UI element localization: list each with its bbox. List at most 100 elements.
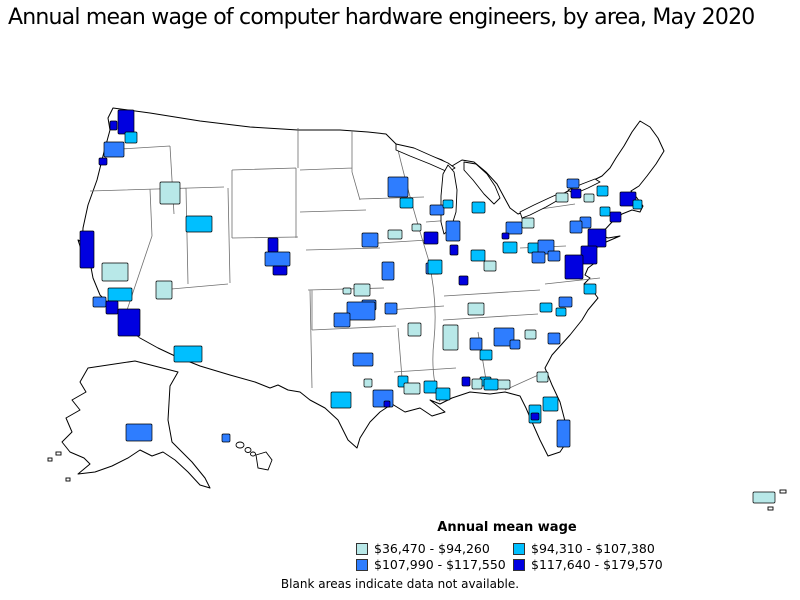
wage-area-patch [272, 265, 288, 276]
wage-area-patch [531, 251, 546, 264]
wage-area-patch [524, 329, 537, 340]
wage-area-patch [105, 300, 119, 315]
wage-area-patch [501, 232, 510, 240]
wage-area-patch [117, 109, 135, 135]
wage-area-patch [547, 250, 561, 262]
wage-area-patch [101, 262, 129, 282]
wage-area-patch [449, 244, 459, 256]
wage-area-patch [469, 337, 483, 351]
wage-area-patches [79, 109, 776, 504]
wage-area-patch [125, 423, 153, 442]
wage-area-patch [555, 307, 567, 317]
wage-area-patch [387, 229, 403, 240]
wage-area-patch [542, 396, 559, 412]
wage-area-patch [471, 378, 483, 390]
wage-area-patch [79, 230, 95, 269]
wage-area-patch [353, 283, 371, 297]
wage-area-patch [752, 491, 776, 504]
mississippi-river-line [397, 149, 441, 403]
wage-area-patch [159, 181, 181, 205]
wage-area-patch [632, 199, 643, 210]
wage-area-patch [403, 382, 421, 395]
wage-area-patch [493, 327, 515, 347]
wage-area-patch [564, 254, 584, 280]
wage-area-patch [107, 287, 133, 302]
lower48-outline [77, 107, 665, 457]
wage-area-patch [509, 339, 521, 350]
wage-area-patch [596, 185, 609, 197]
wage-area-patch [185, 215, 213, 233]
wage-area-patch [555, 192, 569, 203]
wage-area-patch [580, 245, 598, 265]
wage-area-patch [470, 249, 486, 262]
legend-swatch-class2 [513, 542, 525, 555]
wage-area-patch [483, 260, 497, 272]
wage-area-patch [407, 322, 422, 337]
wage-area-patch [461, 376, 471, 387]
wage-area-patch [384, 302, 398, 315]
wage-area-patch [539, 302, 553, 313]
puerto-rico-and-islands [767, 489, 787, 511]
wage-area-patch [423, 380, 438, 394]
wage-area-patch [109, 120, 118, 131]
aleutian-islet [65, 477, 71, 482]
aleutian-islet [47, 457, 53, 462]
legend-item-class4: $117,640 - $179,570 [513, 557, 663, 572]
wage-area-patch [587, 228, 607, 248]
wage-area-patch [346, 301, 376, 321]
wage-area-patch [361, 232, 379, 248]
wage-area-patch [267, 237, 279, 253]
wage-area-patch [530, 412, 540, 421]
wage-area-patch [381, 261, 395, 281]
wage-area-patch [155, 280, 173, 300]
page-title: Annual mean wage of computer hardware en… [8, 5, 755, 30]
wage-area-patch [619, 191, 637, 207]
wage-area-patch [399, 197, 414, 209]
legend-label-class2: $94,310 - $107,380 [531, 541, 655, 556]
legend-item-class3: $107,990 - $117,550 [356, 557, 506, 572]
wage-area-patch [98, 157, 108, 166]
legend-swatch-class3 [356, 558, 368, 571]
wage-area-patch [583, 193, 595, 203]
wage-area-patch [383, 400, 391, 408]
wage-area-patch [442, 324, 459, 351]
wage-area-patch [558, 296, 573, 308]
wage-area-patch [556, 419, 571, 448]
lake-huron [463, 161, 501, 205]
wage-area-patch [427, 259, 443, 275]
legend-swatch-class1 [356, 542, 368, 555]
map-footnote: Blank areas indicate data not available. [280, 577, 520, 591]
wage-area-patch [458, 275, 469, 286]
legend-label-class4: $117,640 - $179,570 [531, 557, 663, 572]
legend-label-class3: $107,990 - $117,550 [374, 557, 506, 572]
wage-area-patch [609, 211, 622, 223]
state-boundaries [89, 128, 601, 391]
wage-area-patch [435, 387, 451, 401]
wage-area-patch [352, 352, 374, 367]
wage-area-patch [502, 241, 518, 254]
wage-area-patch [387, 176, 409, 198]
wage-area-patch [536, 371, 549, 383]
wage-area-patch [333, 312, 351, 328]
wage-area-patch [221, 433, 231, 443]
wage-area-patch [537, 239, 555, 255]
hawaii-islands [235, 441, 273, 471]
wage-area-patch [429, 204, 445, 216]
wage-area-patch [566, 178, 580, 189]
wage-area-patch [442, 199, 454, 209]
wage-area-patch [570, 188, 582, 199]
wage-area-patch [471, 201, 486, 214]
wage-area-patch [103, 141, 125, 158]
wage-area-patch [547, 332, 561, 345]
wage-area-patch [445, 220, 461, 242]
wage-area-patch [467, 302, 485, 316]
legend-item-class2: $94,310 - $107,380 [513, 541, 655, 556]
legend-title: Annual mean wage [437, 520, 577, 535]
wage-area-patch [411, 223, 422, 232]
wage-area-patch [124, 131, 138, 144]
wage-area-patch [342, 287, 352, 295]
wage-area-patch [173, 345, 203, 363]
wage-area-patch [117, 308, 141, 337]
wage-area-patch [479, 349, 493, 361]
